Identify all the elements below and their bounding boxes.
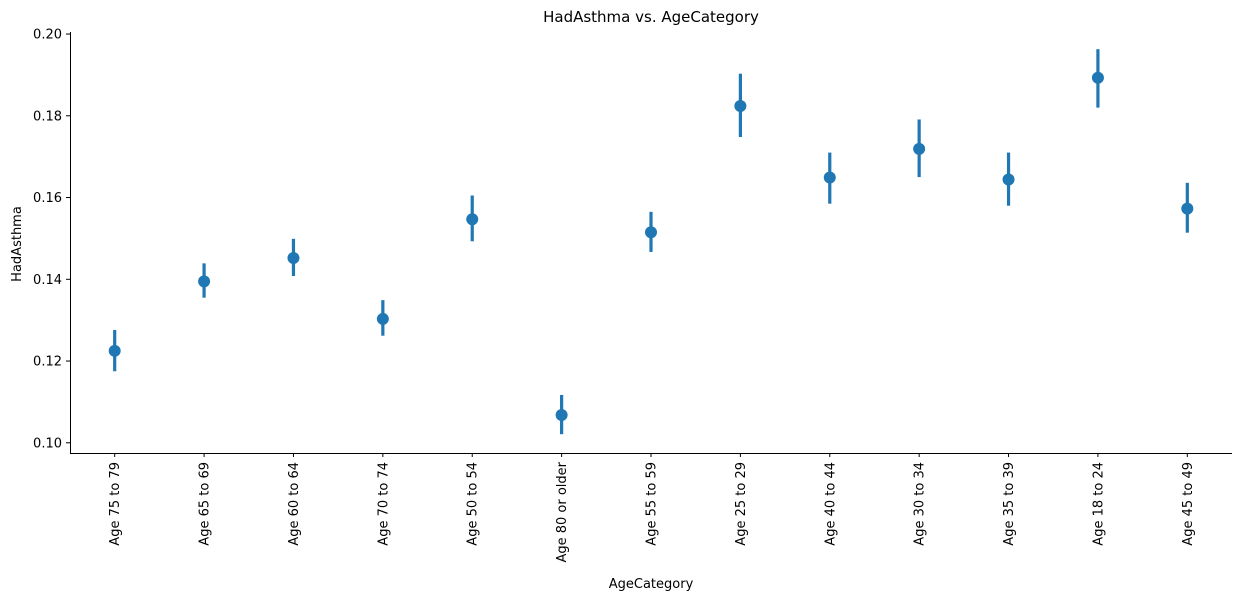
y-tick-label: 0.10 bbox=[33, 436, 62, 451]
y-tick-label: 0.18 bbox=[33, 109, 62, 124]
data-point bbox=[1091, 71, 1104, 84]
x-tick-label: Age 60 to 64 bbox=[287, 462, 302, 546]
data-point bbox=[1002, 173, 1015, 186]
data-points bbox=[108, 71, 1194, 421]
data-point bbox=[466, 213, 479, 226]
error-bars bbox=[113, 49, 1189, 435]
data-point bbox=[555, 408, 568, 421]
data-point bbox=[287, 252, 300, 265]
y-axis-ticks: 0.10 0.12 0.14 0.16 0.18 0.20 bbox=[33, 28, 70, 451]
y-tick-label: 0.20 bbox=[33, 28, 62, 43]
data-point bbox=[823, 171, 836, 184]
x-tick-label: Age 45 to 49 bbox=[1181, 462, 1196, 546]
data-point bbox=[645, 226, 657, 239]
x-tick-label: Age 30 to 34 bbox=[913, 462, 928, 546]
x-tick-label: Age 18 to 24 bbox=[1091, 462, 1106, 546]
x-tick-label: Age 55 to 59 bbox=[645, 462, 660, 546]
x-tick-label: Age 50 to 54 bbox=[466, 462, 481, 546]
data-point bbox=[913, 142, 926, 155]
data-point bbox=[1181, 202, 1194, 215]
y-tick-label: 0.14 bbox=[33, 273, 62, 288]
x-axis-ticks: Age 75 to 79 Age 65 to 69 Age 60 to 64 Age … bbox=[108, 453, 1196, 563]
y-tick-label: 0.16 bbox=[33, 191, 62, 206]
x-tick-label: Age 70 to 74 bbox=[376, 462, 391, 546]
x-tick-label: Age 25 to 29 bbox=[734, 462, 749, 546]
data-point bbox=[734, 99, 747, 112]
data-point bbox=[108, 344, 121, 357]
x-tick-label: Age 80 or older bbox=[555, 461, 570, 562]
y-tick-label: 0.12 bbox=[33, 355, 62, 370]
y-axis-title: HadAsthma bbox=[10, 206, 25, 282]
x-tick-label: Age 40 to 44 bbox=[823, 462, 838, 546]
x-tick-label: Age 65 to 69 bbox=[198, 462, 213, 546]
chart-title: HadAsthma vs. AgeCategory bbox=[543, 8, 759, 26]
data-point bbox=[198, 275, 211, 288]
x-tick-label: Age 35 to 39 bbox=[1002, 462, 1017, 546]
data-point bbox=[376, 312, 389, 325]
x-axis-title: AgeCategory bbox=[609, 577, 694, 592]
x-tick-label: Age 75 to 79 bbox=[108, 462, 123, 546]
